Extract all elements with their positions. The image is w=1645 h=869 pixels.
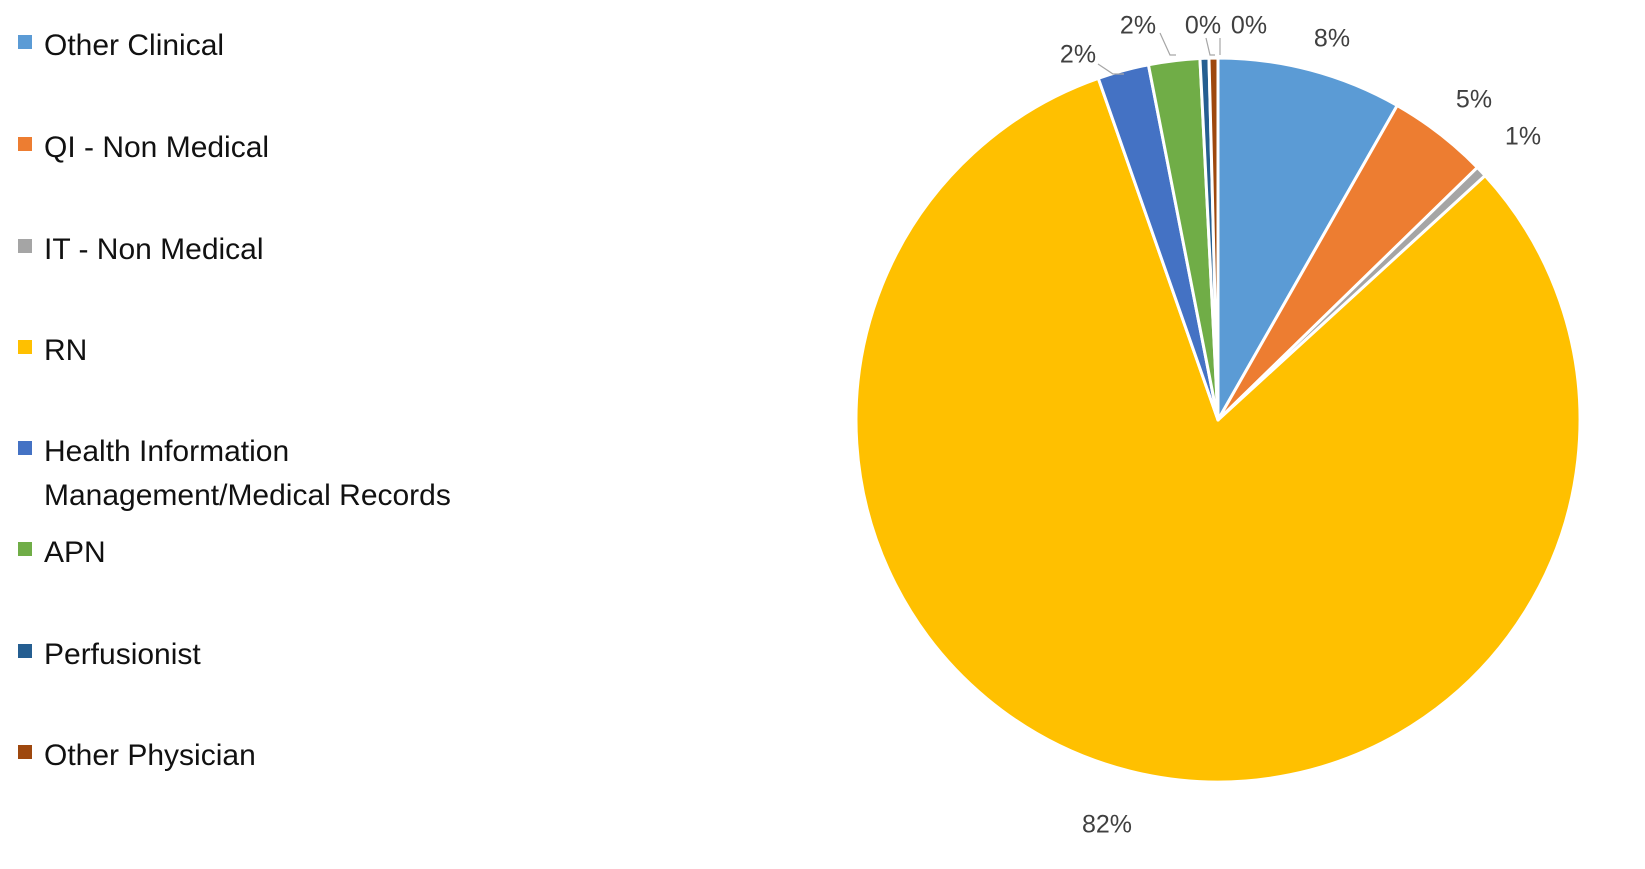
legend-item: QI - Non Medical xyxy=(18,126,524,170)
legend-label: APN xyxy=(44,536,106,569)
legend-label: Health Information Management/Medical Re… xyxy=(44,435,451,512)
data-label: 1% xyxy=(1505,123,1541,151)
data-labels: 8% 5% 1% 82% 2% 2% 0% 0% xyxy=(1060,12,1541,839)
chart-legend: Other Clinical QI - Non Medical IT - Non M… xyxy=(18,0,578,869)
legend-swatch xyxy=(18,35,32,49)
legend-item: APN xyxy=(18,531,524,575)
leader-line xyxy=(1205,37,1215,56)
data-label: 2% xyxy=(1060,41,1096,69)
data-label: 82% xyxy=(1082,811,1132,839)
legend-item: RN xyxy=(18,329,524,373)
legend-swatch xyxy=(18,340,32,354)
legend-swatch xyxy=(18,542,32,556)
legend-label: IT - Non Medical xyxy=(44,233,264,266)
leader-line xyxy=(1159,32,1176,56)
legend-label: QI - Non Medical xyxy=(44,131,270,164)
legend-label: Other Clinical xyxy=(44,29,225,62)
legend-item: IT - Non Medical xyxy=(18,228,524,272)
leader-line xyxy=(1097,63,1124,75)
legend-swatch xyxy=(18,745,32,759)
data-label: 2% xyxy=(1120,12,1156,40)
legend-label: Perfusionist xyxy=(44,638,201,671)
legend-swatch xyxy=(18,137,32,151)
legend-swatch xyxy=(18,239,32,253)
legend-label: RN xyxy=(44,334,88,367)
legend-item: Other Clinical xyxy=(18,24,524,68)
data-label: 8% xyxy=(1314,25,1350,53)
legend-item: Perfusionist xyxy=(18,633,524,677)
data-label: 5% xyxy=(1456,86,1492,114)
legend-swatch xyxy=(18,441,32,455)
legend-label: Other Physician xyxy=(44,739,256,772)
data-label: 0% xyxy=(1185,12,1221,40)
data-label: 0% xyxy=(1231,12,1267,40)
pie-slice xyxy=(854,76,1582,784)
pie-slices xyxy=(854,56,1582,784)
legend-item: Health Information Management/Medical Re… xyxy=(18,430,524,518)
pie-slice xyxy=(1216,56,1399,422)
legend-swatch xyxy=(18,644,32,658)
legend-item: Other Physician xyxy=(18,734,524,778)
pie-slice xyxy=(1207,56,1220,422)
